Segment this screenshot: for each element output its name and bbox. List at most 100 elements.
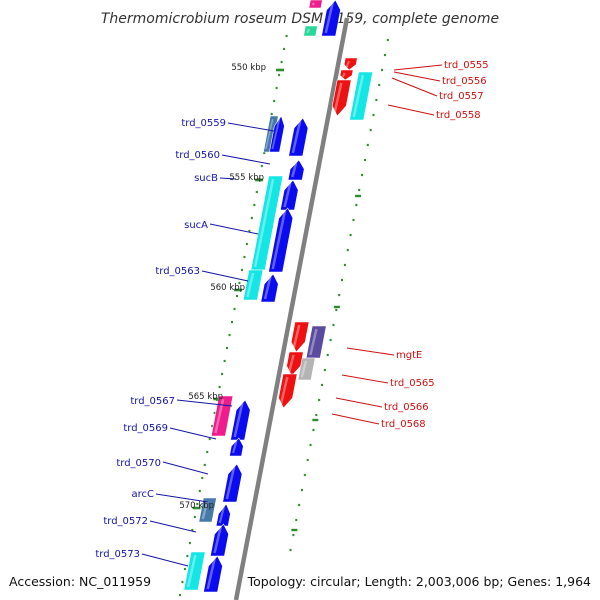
leader-trd_0569	[169, 427, 217, 440]
gene-trd_0560	[288, 117, 309, 157]
gene-top-magenta-body	[308, 0, 323, 9]
gene-label-trd_0560[interactable]: trd_0560	[175, 150, 220, 161]
gene-trd_0569-body	[230, 399, 251, 441]
gene-trd_0556	[339, 69, 354, 81]
gene-sucB	[280, 179, 299, 211]
gene-trd_0563	[242, 269, 264, 301]
gene-trd_0560-shine	[291, 120, 302, 154]
leader-trd_0572	[149, 520, 197, 533]
gene-trd_0558-body	[331, 79, 352, 117]
gene-trd_0572	[210, 523, 229, 557]
leader-trd_0560	[221, 154, 271, 165]
leader-trd_0559	[227, 122, 275, 132]
gene-mgtE	[290, 321, 310, 353]
gene-label-trd_0558[interactable]: trd_0558	[436, 110, 481, 121]
gene-label-trd_0566[interactable]: trd_0566	[384, 402, 429, 413]
gene-top-blue-shine	[324, 2, 334, 34]
gene-label-sucA[interactable]: sucA	[184, 220, 208, 231]
gene-arcC-steel-shine	[201, 500, 209, 520]
leader-mgtE	[346, 347, 395, 356]
gene-features	[183, 0, 374, 593]
gene-trd_0556-body	[339, 69, 354, 81]
topology-text: Topology: circular; Length: 2,003,006 bp…	[247, 574, 591, 589]
gene-label-sucB[interactable]: sucB	[194, 173, 218, 184]
gene-label-trd_0559[interactable]: trd_0559	[181, 118, 226, 129]
gene-trd_0563-b-shine	[263, 276, 272, 300]
gene-trd_0572-shine	[213, 526, 222, 554]
gene-trd_0556-shine	[341, 72, 346, 78]
scale-label-560: 560 kbp	[210, 283, 245, 293]
gene-trd_0573-shine	[206, 558, 216, 590]
leader-trd_0567	[176, 399, 233, 407]
gene-label-trd_0568[interactable]: trd_0568	[381, 419, 426, 430]
leader-trd_0566	[335, 397, 383, 408]
label-leaders	[141, 64, 443, 567]
gene-trd_0555-shine	[345, 60, 350, 68]
gene-label-trd_0572[interactable]: trd_0572	[103, 516, 148, 527]
gene-arcC-steel-body	[198, 497, 217, 523]
gene-sucB-cyan	[250, 175, 284, 271]
gene-top-blue	[321, 0, 341, 37]
leader-trd_0570	[162, 461, 209, 475]
leader-trd_0555	[393, 64, 443, 71]
gene-mgtE-slate-shine	[309, 328, 318, 356]
gene-label-trd_0573[interactable]: trd_0573	[95, 549, 140, 560]
gene-trd_0573-body	[203, 555, 223, 593]
gene-arcC-body	[215, 503, 231, 527]
leader-trd_0565	[341, 374, 389, 384]
gene-trd_0565-grey-body	[297, 357, 316, 381]
gene-label-trd_0570[interactable]: trd_0570	[116, 458, 161, 469]
gene-trd_0565-body	[286, 351, 304, 377]
gene-trd_0558	[331, 79, 352, 117]
gene-sucA	[268, 207, 294, 273]
leader-sucA	[209, 223, 259, 235]
gene-trd_0569-b-shine	[232, 440, 238, 454]
gene-trd_0565-grey-shine	[300, 360, 308, 378]
gene-sucA-body	[268, 207, 294, 273]
gene-arcC	[215, 503, 231, 527]
gene-trd_0555	[343, 57, 358, 71]
gene-label-trd_0557[interactable]: trd_0557	[439, 91, 484, 102]
gene-trd_0570-body	[222, 463, 243, 503]
gene-mgtE-slate-body	[305, 325, 327, 359]
gene-trd_0573-cyan-body	[183, 551, 206, 591]
gene-label-mgtE[interactable]: mgtE	[396, 350, 422, 361]
gene-trd_0572-body	[210, 523, 229, 557]
gene-sucB-shine	[283, 182, 292, 208]
gene-label-trd_0556[interactable]: trd_0556	[442, 76, 487, 87]
gene-arcC-shine	[218, 506, 225, 524]
gene-trd_0566-body	[278, 373, 298, 409]
gene-sucA-shine	[271, 210, 287, 270]
gene-trd_0566	[278, 373, 298, 409]
gene-top-teal-body	[303, 25, 318, 37]
gene-label-trd_0563[interactable]: trd_0563	[155, 266, 200, 277]
gene-trd_0559-steel-shine	[265, 118, 274, 150]
gene-sucB-a	[287, 159, 305, 181]
leader-trd_0563	[201, 270, 249, 282]
gene-sucB-body	[280, 179, 299, 211]
gene-trd_0566-shine	[279, 376, 289, 406]
gene-top-blue-body	[321, 0, 341, 37]
gene-label-trd_0565[interactable]: trd_0565	[390, 378, 435, 389]
gene-top-magenta	[308, 0, 323, 9]
scale-label-565: 565 kbp	[188, 392, 223, 402]
scale-label-555: 555 kbp	[229, 173, 264, 183]
gene-label-trd_0569[interactable]: trd_0569	[123, 423, 168, 434]
gene-label-arcC[interactable]: arcC	[132, 489, 155, 500]
gene-trd_0565	[286, 351, 304, 377]
gene-label-trd_0555[interactable]: trd_0555	[444, 60, 489, 71]
gene-trd_0573-cyan	[183, 551, 206, 591]
gene-label-trd_0567[interactable]: trd_0567	[130, 396, 175, 407]
scale-label-570: 570 kbp	[179, 501, 214, 511]
gene-trd_0573-cyan-shine	[186, 554, 197, 588]
gene-trd_0559-shine	[271, 118, 281, 150]
gene-sucB-cyan-body	[250, 175, 284, 271]
gene-trd_0555-body	[343, 57, 358, 71]
gene-trd_0573	[203, 555, 223, 593]
gene-arcC-steel	[198, 497, 217, 523]
leader-trd_0557	[391, 77, 438, 97]
leader-arcC	[155, 493, 209, 503]
gene-trd_0563-body	[242, 269, 264, 301]
gene-top-teal	[303, 25, 318, 37]
